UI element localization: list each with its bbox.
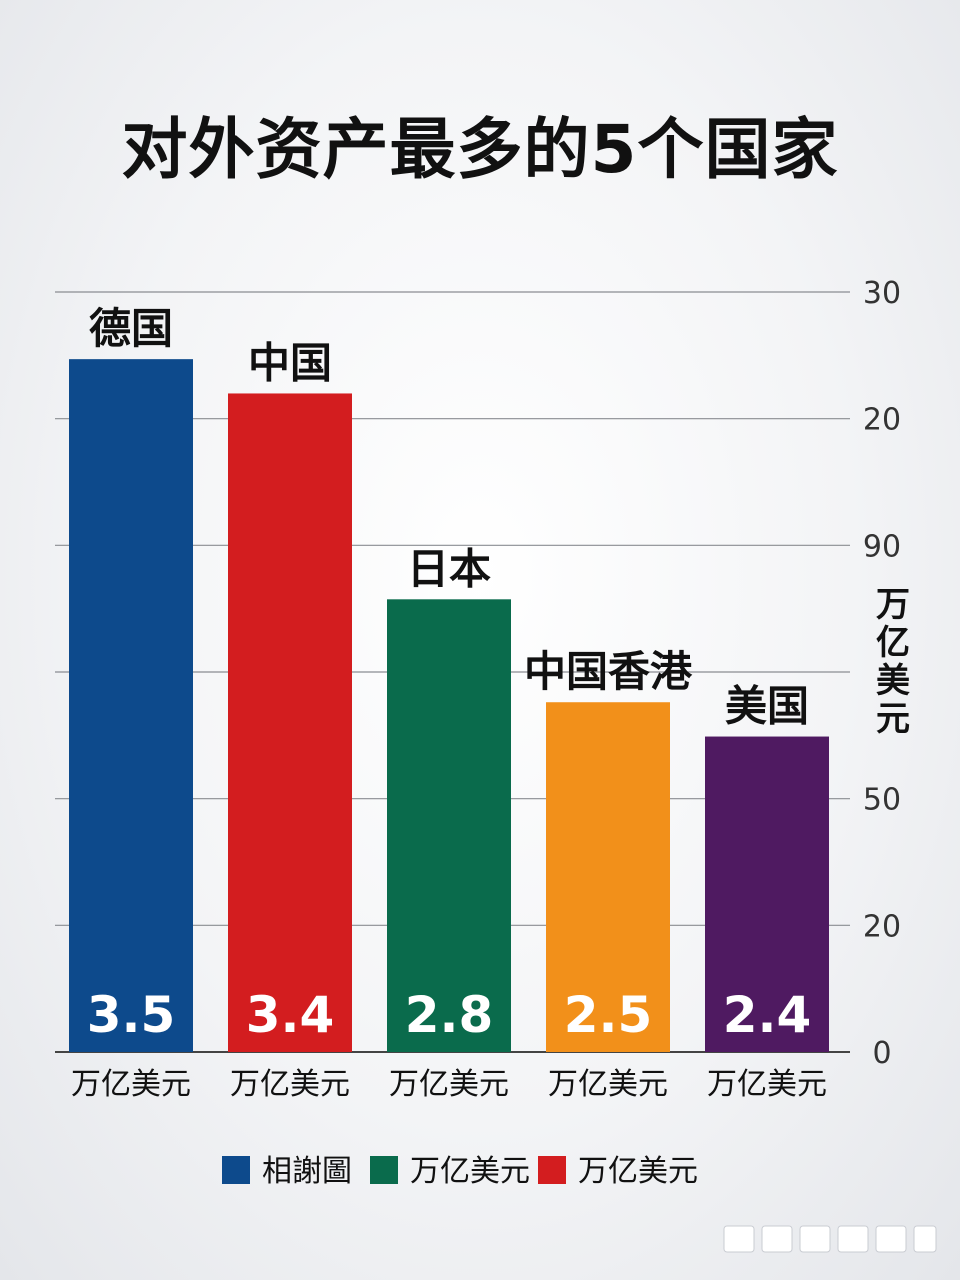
bar-value-label: 2.5: [564, 986, 653, 1044]
y-tick-label: 50: [863, 783, 901, 818]
x-tick-label: 万亿美元: [707, 1067, 827, 1102]
bar-category-label: 中国香港: [524, 647, 693, 696]
y-tick-label: 20: [863, 909, 901, 944]
bar: [228, 393, 352, 1052]
y-tick-label: 30: [863, 276, 901, 311]
legend-swatch: [538, 1156, 566, 1184]
bar-category-label: 德国: [89, 304, 173, 353]
bar-category-label: 中国: [248, 338, 332, 387]
bar-value-label: 2.8: [405, 986, 494, 1044]
bar-value-label: 3.5: [87, 986, 176, 1044]
bar: [546, 702, 670, 1052]
bar: [705, 736, 829, 1052]
watermark-logo: [723, 1225, 937, 1253]
y-tick-label: 90: [863, 529, 901, 564]
legend-label: 万亿美元: [578, 1154, 698, 1189]
y-axis-label-char: 元: [876, 699, 910, 739]
bar-category-label: 日本: [407, 544, 491, 593]
bars: 德国 3.5 万亿美元 中国 3.4 万亿美元 日本 2.8 万亿美元 中国香港 2.5 万亿美元 美国…: [69, 304, 829, 1102]
bar: [387, 599, 511, 1052]
y-axis-ticks: 0 20 50 90 20 30 万亿美元: [863, 276, 910, 1071]
legend-swatch: [222, 1156, 250, 1184]
legend: 相謝圖 万亿美元 万亿美元: [222, 1154, 698, 1189]
legend-label: 万亿美元: [410, 1154, 530, 1189]
y-axis-label-char: 美: [876, 661, 910, 701]
y-tick-label: 20: [863, 403, 901, 438]
x-tick-label: 万亿美元: [71, 1067, 191, 1102]
bar: [69, 359, 193, 1053]
x-tick-label: 万亿美元: [389, 1067, 509, 1102]
legend-swatch: [370, 1156, 398, 1184]
bar-category-label: 美国: [725, 682, 809, 731]
legend-label: 相謝圖: [262, 1154, 352, 1189]
x-tick-label: 万亿美元: [548, 1067, 668, 1102]
y-tick-label: 0: [872, 1036, 891, 1071]
y-axis-label-char: 万: [876, 585, 910, 625]
bar-value-label: 3.4: [246, 986, 335, 1044]
chart-title: 对外资产最多的5个国家: [121, 111, 839, 188]
y-axis-label-char: 亿: [876, 623, 910, 663]
x-tick-label: 万亿美元: [230, 1067, 350, 1102]
bar-value-label: 2.4: [723, 986, 812, 1044]
